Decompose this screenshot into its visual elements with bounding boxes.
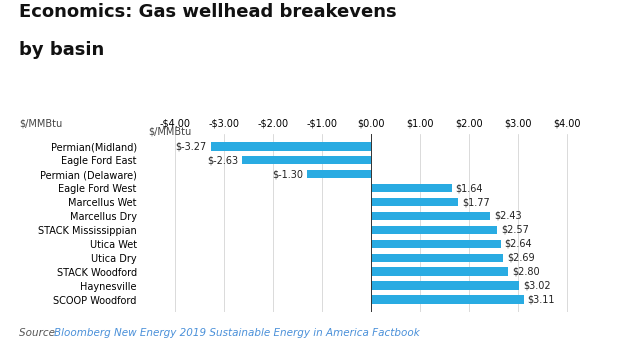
Text: $-1.30: $-1.30 bbox=[273, 169, 303, 179]
Bar bbox=[371, 184, 452, 192]
Bar bbox=[371, 295, 524, 304]
Text: $2.80: $2.80 bbox=[513, 267, 540, 277]
Text: $2.69: $2.69 bbox=[507, 253, 534, 263]
Bar bbox=[371, 281, 519, 290]
Text: $3.02: $3.02 bbox=[523, 281, 551, 291]
Text: $-2.63: $-2.63 bbox=[207, 155, 238, 165]
Text: $/MMBtu: $/MMBtu bbox=[19, 119, 63, 129]
Text: $2.57: $2.57 bbox=[501, 225, 529, 235]
Text: $1.64: $1.64 bbox=[456, 183, 483, 193]
Text: $/MMBtu: $/MMBtu bbox=[148, 127, 191, 137]
Bar bbox=[211, 142, 371, 151]
Bar bbox=[371, 239, 500, 248]
Bar bbox=[371, 212, 490, 220]
Bar bbox=[371, 226, 497, 234]
Text: $3.11: $3.11 bbox=[527, 295, 555, 305]
Bar bbox=[243, 156, 371, 165]
Text: by basin: by basin bbox=[19, 41, 104, 59]
Text: Bloomberg New Energy 2019 Sustainable Energy in America Factbook: Bloomberg New Energy 2019 Sustainable En… bbox=[54, 328, 420, 338]
Bar bbox=[371, 268, 508, 276]
Bar bbox=[371, 198, 458, 206]
Text: $2.64: $2.64 bbox=[504, 239, 532, 249]
Text: Economics: Gas wellhead breakevens: Economics: Gas wellhead breakevens bbox=[19, 3, 397, 21]
Bar bbox=[307, 170, 371, 178]
Text: $2.43: $2.43 bbox=[494, 211, 522, 221]
Text: $1.77: $1.77 bbox=[462, 197, 490, 207]
Bar bbox=[371, 253, 503, 262]
Text: Source:: Source: bbox=[19, 328, 62, 338]
Text: $-3.27: $-3.27 bbox=[176, 141, 207, 151]
